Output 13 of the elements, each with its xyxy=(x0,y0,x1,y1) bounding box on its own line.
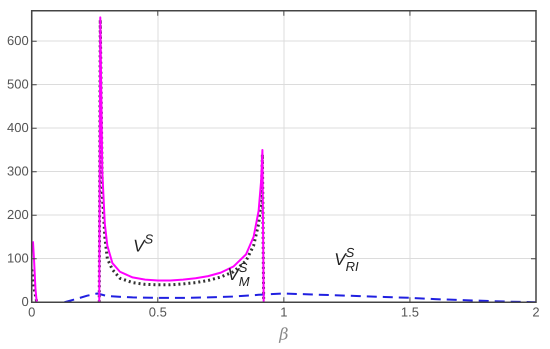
x-tick-label: 1 xyxy=(280,304,288,320)
y-tick-label: 600 xyxy=(6,32,29,48)
x-axis-title: β xyxy=(278,324,288,344)
y-tick-label: 200 xyxy=(6,206,29,222)
y-tick-label: 500 xyxy=(6,76,29,92)
y-tick-label: 400 xyxy=(6,120,29,135)
x-tick-label: 2 xyxy=(532,304,540,320)
x-tick-label: 1.5 xyxy=(400,304,419,320)
y-tick-label: 0 xyxy=(21,294,29,309)
y-tick-label: 100 xyxy=(6,250,29,266)
line-series xyxy=(63,292,536,302)
x-tick-label: 0.5 xyxy=(148,304,167,320)
y-tick-label: 300 xyxy=(6,163,29,178)
